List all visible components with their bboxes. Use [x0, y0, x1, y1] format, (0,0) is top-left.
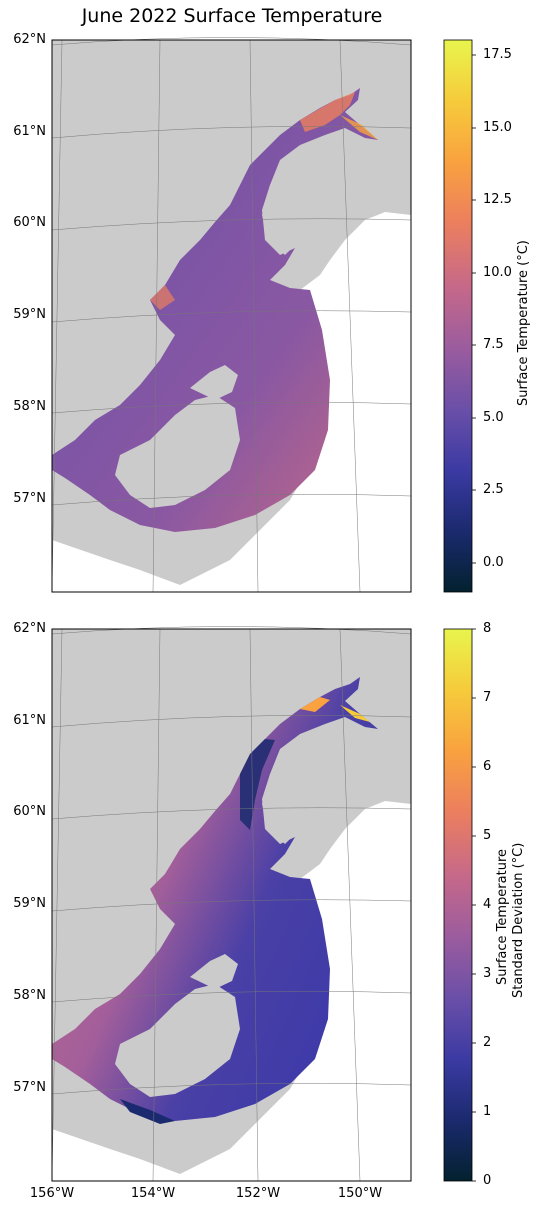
- colorbar-tick-label: 17.5: [483, 47, 512, 62]
- colorbar-tick-label: 7.5: [483, 337, 504, 352]
- colorbar-tick-label: 4: [483, 897, 492, 912]
- open-water: [52, 801, 411, 1181]
- colorbar-tick-label: 10.0: [483, 265, 512, 280]
- colorbar-tick-label: 7: [483, 690, 492, 705]
- colorbar-tick-label: 5: [483, 828, 492, 843]
- lat-label: 62°N: [13, 621, 46, 636]
- lon-label: 152°W: [235, 1186, 281, 1201]
- colorbar-tick-label: 6: [483, 759, 492, 774]
- colorbar-mean: [443, 39, 473, 593]
- kodiak-island: [115, 395, 240, 508]
- lat-label: 61°N: [13, 124, 46, 139]
- lat-label: 59°N: [13, 307, 46, 322]
- lat-label: 60°N: [13, 804, 46, 819]
- map-frame: [51, 628, 412, 1182]
- lat-label: 62°N: [13, 32, 46, 47]
- lat-label: 59°N: [13, 896, 46, 911]
- colorbar-tick-label: 1: [483, 1104, 492, 1119]
- lon-label: 156°W: [29, 1186, 75, 1201]
- colorbar-tick-label: 8: [483, 621, 492, 636]
- colorbar-tick-label: 3: [483, 966, 492, 981]
- colorbar-tick-label: 15.0: [483, 120, 512, 135]
- temperature-field-std: [52, 677, 378, 1121]
- colorbar-tick-label: 0.0: [483, 555, 504, 570]
- colorbar-tick-label: 2: [483, 1035, 492, 1050]
- temperature-field-mean: [52, 88, 378, 532]
- colorbar-ticks: [472, 54, 476, 1182]
- lat-label: 57°N: [13, 1080, 46, 1095]
- lat-label: 60°N: [13, 215, 46, 230]
- open-water: [52, 212, 411, 592]
- map-panel-top: [51, 37, 412, 593]
- colorbar-label-std-line1: Surface Temperature: [495, 848, 510, 985]
- graticule: [51, 37, 412, 593]
- map-title: June 2022 Surface Temperature: [81, 5, 383, 27]
- map-panel-bottom: [51, 626, 412, 1182]
- lat-label: 58°N: [13, 988, 46, 1003]
- colorbar-tick-label: 5.0: [483, 410, 504, 425]
- colorbar-tick-label: 12.5: [483, 192, 512, 207]
- map-frame: [51, 39, 412, 593]
- lon-label: 154°W: [130, 1186, 176, 1201]
- graticule: [51, 626, 412, 1182]
- colorbar-label-std-line2: Standard Deviation (°C): [511, 842, 526, 998]
- colorbar-tick-label: 0: [483, 1173, 492, 1188]
- lat-label: 58°N: [13, 399, 46, 414]
- lon-label: 150°W: [337, 1186, 383, 1201]
- lat-label: 57°N: [13, 491, 46, 506]
- lat-label: 61°N: [13, 713, 46, 728]
- colorbar-std: [443, 628, 473, 1182]
- colorbar-label-mean: Surface Temperature (°C): [516, 240, 531, 406]
- colorbar-tick-label: 2.5: [483, 482, 504, 497]
